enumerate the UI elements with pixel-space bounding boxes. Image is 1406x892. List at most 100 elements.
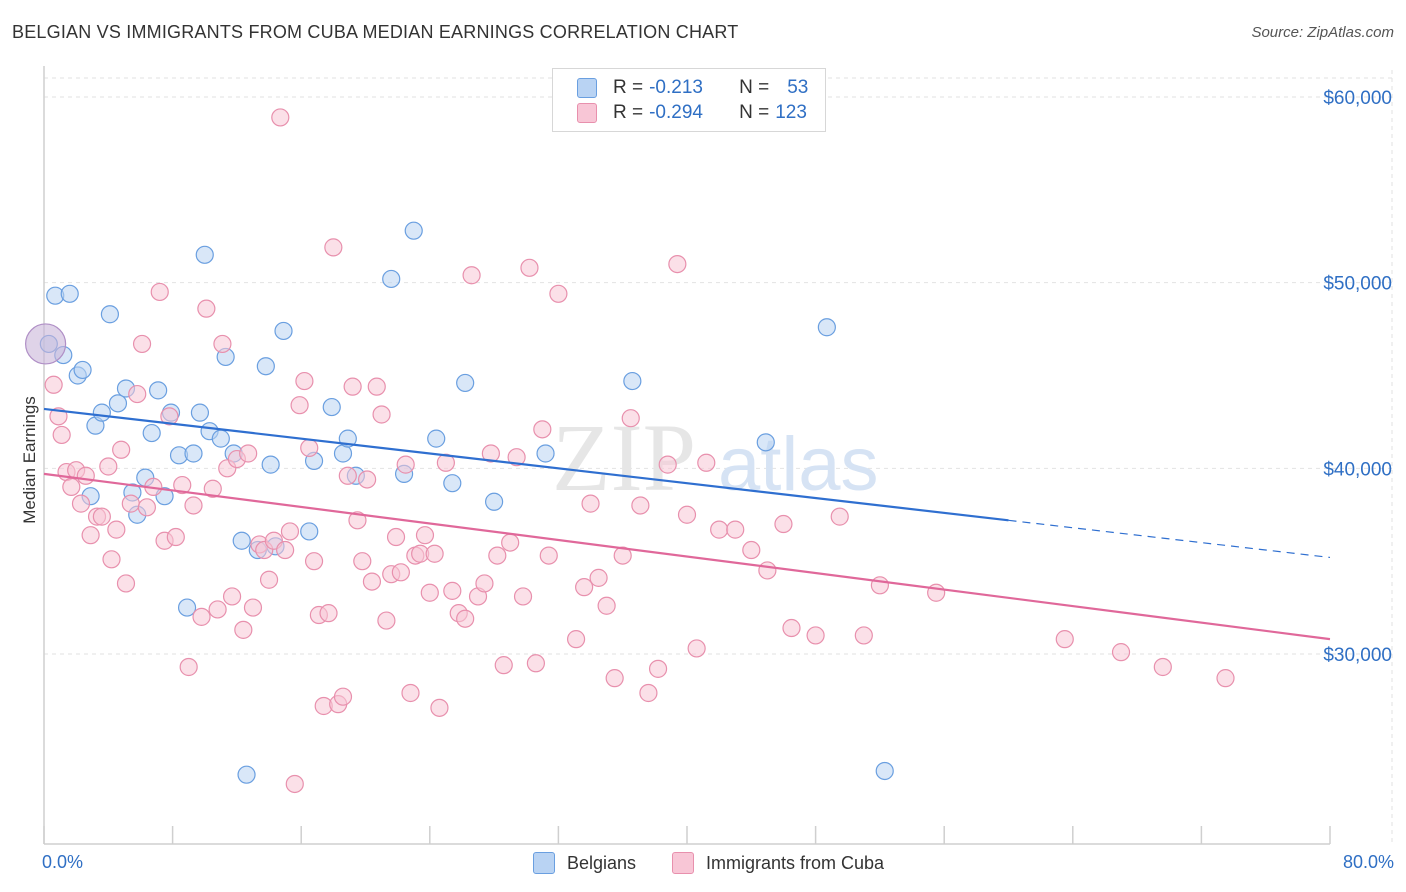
data-point	[184, 496, 203, 515]
data-point	[817, 318, 836, 337]
legend-n-value: 123	[775, 102, 807, 123]
y-tick-labels: $30,000 $40,000 $50,000 $60,000	[1323, 88, 1392, 666]
trend-line-cuba	[43, 472, 1331, 641]
data-point	[758, 561, 777, 580]
trend-line-belgians	[43, 407, 1009, 522]
data-point	[677, 505, 697, 524]
data-point	[415, 526, 435, 545]
data-point	[338, 466, 357, 485]
data-point	[280, 522, 300, 541]
data-point	[237, 765, 256, 784]
source-credit: Source: ZipAtlas.com	[1251, 24, 1394, 41]
data-point	[142, 423, 161, 443]
data-point	[367, 377, 386, 396]
data-point	[184, 444, 203, 463]
data-point	[475, 574, 494, 593]
legend-n-value: 53	[787, 77, 809, 98]
data-point	[513, 587, 533, 606]
data-point	[300, 522, 319, 541]
data-point	[456, 609, 475, 628]
series-cuba	[44, 108, 1235, 794]
data-point	[333, 687, 353, 706]
data-point	[234, 620, 253, 639]
data-point	[372, 405, 391, 424]
data-point	[232, 531, 251, 550]
data-point	[353, 552, 372, 571]
data-point	[830, 507, 849, 526]
x-tick-label-min: 0.0%	[42, 852, 84, 872]
legend-r-value: -0.213	[649, 77, 703, 98]
data-point	[481, 444, 500, 463]
data-point	[285, 774, 304, 794]
data-point	[401, 683, 420, 703]
data-point	[404, 221, 423, 240]
data-point	[150, 282, 169, 302]
data-point	[92, 507, 111, 526]
data-point	[213, 334, 232, 354]
data-point	[290, 396, 309, 415]
data-point	[648, 659, 668, 678]
legend-swatch-belgians	[577, 78, 597, 98]
data-points	[25, 108, 1235, 794]
data-point	[211, 429, 230, 448]
data-point	[192, 607, 211, 626]
bottom-legend-label-cuba: Immigrants from Cuba	[706, 852, 885, 873]
data-point	[132, 334, 152, 354]
data-point	[92, 403, 111, 422]
legend-r-value: -0.294	[649, 102, 703, 123]
data-point	[52, 425, 71, 445]
y-tick-label: $50,000	[1323, 274, 1392, 295]
data-point	[348, 511, 367, 530]
data-point	[256, 357, 275, 376]
legend-r-label: R =	[613, 102, 644, 123]
data-point	[774, 514, 793, 534]
bottom-legend-swatch-cuba	[672, 852, 694, 874]
legend-n-label: N =	[739, 102, 770, 123]
axes	[43, 66, 1331, 845]
data-point	[782, 618, 801, 638]
data-point	[485, 492, 504, 511]
data-point	[102, 550, 121, 569]
data-point	[639, 683, 658, 703]
legend-row-cuba: R = -0.294 N = 123	[577, 101, 807, 125]
series-belgians	[39, 221, 894, 784]
data-point	[261, 455, 280, 474]
data-point	[259, 570, 279, 589]
y-tick-label: $60,000	[1323, 88, 1392, 109]
data-point	[203, 479, 222, 498]
data-point	[295, 371, 314, 391]
data-point	[173, 475, 192, 495]
data-point	[430, 698, 449, 717]
data-point	[443, 581, 462, 600]
data-point	[536, 444, 555, 463]
correlation-legend: R = -0.213 N = 53 R = -0.294 N = 123	[552, 68, 826, 132]
data-point	[377, 611, 396, 630]
data-point	[668, 255, 687, 274]
data-point	[222, 587, 242, 606]
data-point	[726, 520, 745, 539]
data-point	[107, 520, 126, 539]
data-point	[243, 598, 263, 617]
data-point	[128, 384, 147, 404]
data-point	[271, 108, 290, 127]
data-point	[276, 540, 295, 560]
legend-row-belgians: R = -0.213 N = 53	[577, 76, 808, 100]
data-point	[239, 444, 258, 463]
data-point	[581, 494, 600, 513]
data-point	[44, 375, 63, 394]
legend-n-label: N =	[739, 77, 770, 98]
data-point	[177, 598, 197, 617]
data-point	[60, 284, 79, 303]
legend-swatch-cuba	[577, 103, 597, 123]
data-point	[420, 583, 439, 602]
data-point-cluster	[25, 323, 67, 365]
bottom-legend-swatch-belgians	[533, 852, 555, 874]
data-point	[526, 654, 545, 673]
data-point	[443, 474, 462, 493]
bottom-legend-belgians: Belgians	[533, 852, 636, 874]
data-point	[605, 669, 624, 688]
data-point	[362, 572, 382, 591]
data-point	[501, 533, 520, 552]
watermark: ZIP atlas	[552, 404, 879, 511]
